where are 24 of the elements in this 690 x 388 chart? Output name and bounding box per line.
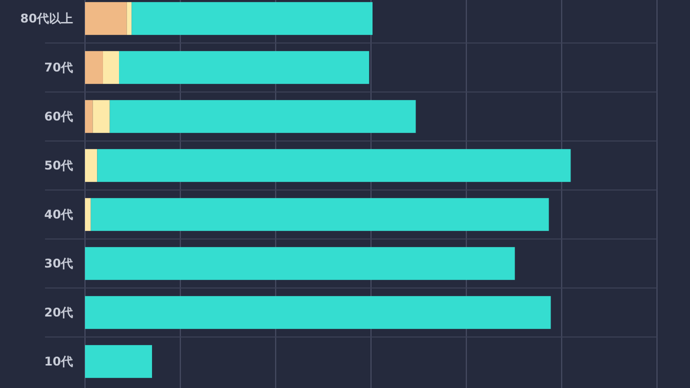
bar	[97, 149, 571, 182]
y-tick-label: 10代	[44, 354, 73, 369]
bar	[132, 2, 373, 35]
bar	[85, 51, 103, 84]
y-tick-label: 80代以上	[20, 12, 73, 26]
bar	[85, 2, 127, 35]
bar	[85, 100, 93, 133]
bar	[85, 198, 91, 231]
y-tick-label: 30代	[44, 256, 73, 271]
bar	[119, 51, 370, 84]
bar	[85, 247, 515, 280]
y-tick-label: 60代	[44, 110, 73, 124]
bar	[92, 100, 110, 133]
bar	[85, 345, 152, 378]
y-tick-label: 70代	[44, 60, 73, 75]
bar	[126, 2, 132, 35]
bar	[90, 198, 549, 231]
bar	[110, 100, 416, 133]
y-tick-label: 40代	[44, 208, 73, 222]
y-tick-label: 20代	[44, 306, 73, 320]
y-tick-label: 50代	[44, 158, 73, 173]
bar	[85, 296, 551, 329]
bar	[85, 149, 98, 182]
bar	[102, 51, 119, 84]
